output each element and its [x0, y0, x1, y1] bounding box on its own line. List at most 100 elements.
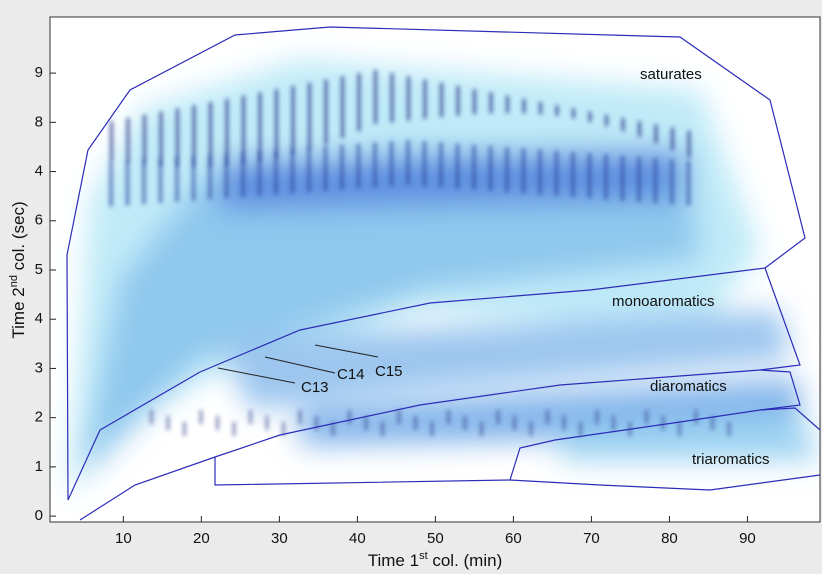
streak — [694, 410, 698, 424]
streak — [612, 416, 615, 430]
y-tick-label: 5 — [35, 261, 43, 278]
saturates-boundary — [66, 26, 806, 501]
streak — [480, 422, 483, 436]
streak — [274, 149, 278, 195]
y-label-text: col. (sec) — [9, 201, 28, 275]
streak — [529, 422, 533, 436]
streak — [488, 146, 493, 191]
streak — [175, 156, 179, 202]
streak — [587, 153, 592, 199]
streak — [671, 127, 674, 151]
streak — [241, 152, 245, 197]
streak — [562, 416, 566, 430]
x-tick-label: 30 — [271, 530, 288, 547]
streak — [109, 161, 113, 207]
streak — [439, 142, 443, 188]
streak — [645, 410, 648, 424]
x-axis-label: Time 1st col. (min) — [368, 550, 503, 571]
streak — [539, 102, 542, 115]
streak — [389, 141, 394, 187]
streak — [522, 98, 526, 114]
streak — [143, 114, 146, 165]
streak — [579, 422, 582, 436]
streak — [159, 111, 163, 166]
x-tick-label: 80 — [661, 530, 678, 547]
streak — [571, 152, 575, 197]
streak — [513, 416, 516, 430]
streak — [472, 144, 476, 190]
streak — [209, 102, 212, 168]
annotation: C13 — [301, 379, 329, 396]
region-label: triaromatics — [692, 451, 770, 468]
streak — [546, 410, 549, 424]
streak — [661, 416, 665, 430]
di-boundary — [214, 369, 801, 486]
y-tick-label: 6 — [35, 212, 43, 229]
x-tick-label: 20 — [193, 530, 210, 547]
streak — [125, 160, 130, 206]
streak — [473, 89, 476, 115]
streak — [341, 76, 344, 139]
streak — [290, 148, 295, 194]
streak — [150, 410, 153, 424]
streak — [249, 410, 252, 424]
streak — [158, 158, 163, 203]
streak — [216, 416, 219, 430]
annotation: C15 — [375, 363, 403, 380]
y-tick-label: 2 — [35, 409, 43, 426]
streak — [521, 148, 526, 194]
streak — [711, 416, 714, 430]
streak — [176, 108, 179, 167]
x-label-sup: st — [419, 550, 428, 562]
streak — [324, 79, 328, 145]
y-tick-label: 3 — [35, 359, 43, 376]
streak — [496, 410, 500, 424]
region-boundaries — [66, 26, 821, 521]
streak — [381, 422, 384, 436]
y-tick-label: 8 — [35, 113, 43, 130]
streak — [348, 410, 351, 424]
streak — [225, 98, 229, 167]
streak — [323, 146, 328, 191]
streak — [637, 156, 641, 202]
tri-lower-boundary — [509, 474, 821, 491]
streak — [670, 159, 674, 205]
streak — [265, 416, 269, 430]
streak — [307, 147, 311, 193]
streak — [258, 92, 262, 163]
x-label-text: col. (min) — [428, 551, 503, 570]
streak — [406, 140, 410, 185]
streak — [356, 143, 361, 189]
streak — [390, 73, 394, 123]
x-tick-label: 90 — [739, 530, 756, 547]
region-label: diaromatics — [650, 378, 727, 395]
streak — [440, 82, 443, 118]
streak — [555, 105, 559, 116]
streak — [455, 143, 460, 189]
x-tick-label: 60 — [505, 530, 522, 547]
streak — [422, 141, 427, 187]
streak — [686, 160, 691, 206]
y-tick-label: 1 — [35, 458, 43, 475]
c15-pointer — [314, 344, 379, 358]
streak — [687, 130, 691, 158]
streak — [357, 73, 361, 132]
x-tick-label: 40 — [349, 530, 366, 547]
x-tick-label: 10 — [115, 530, 132, 547]
streak — [315, 416, 318, 430]
streak — [331, 422, 335, 436]
annotation-lines — [217, 344, 379, 384]
streak — [110, 121, 113, 162]
y-tick-label: 0 — [35, 507, 43, 524]
streak — [142, 159, 146, 205]
streak — [430, 422, 434, 436]
x-label-text: Time 1 — [368, 551, 419, 570]
streak — [373, 142, 377, 188]
streak — [242, 95, 245, 165]
streak — [199, 410, 203, 424]
streak — [505, 147, 509, 193]
c13-pointer — [217, 367, 296, 384]
streak — [463, 416, 467, 430]
streak — [340, 144, 344, 190]
